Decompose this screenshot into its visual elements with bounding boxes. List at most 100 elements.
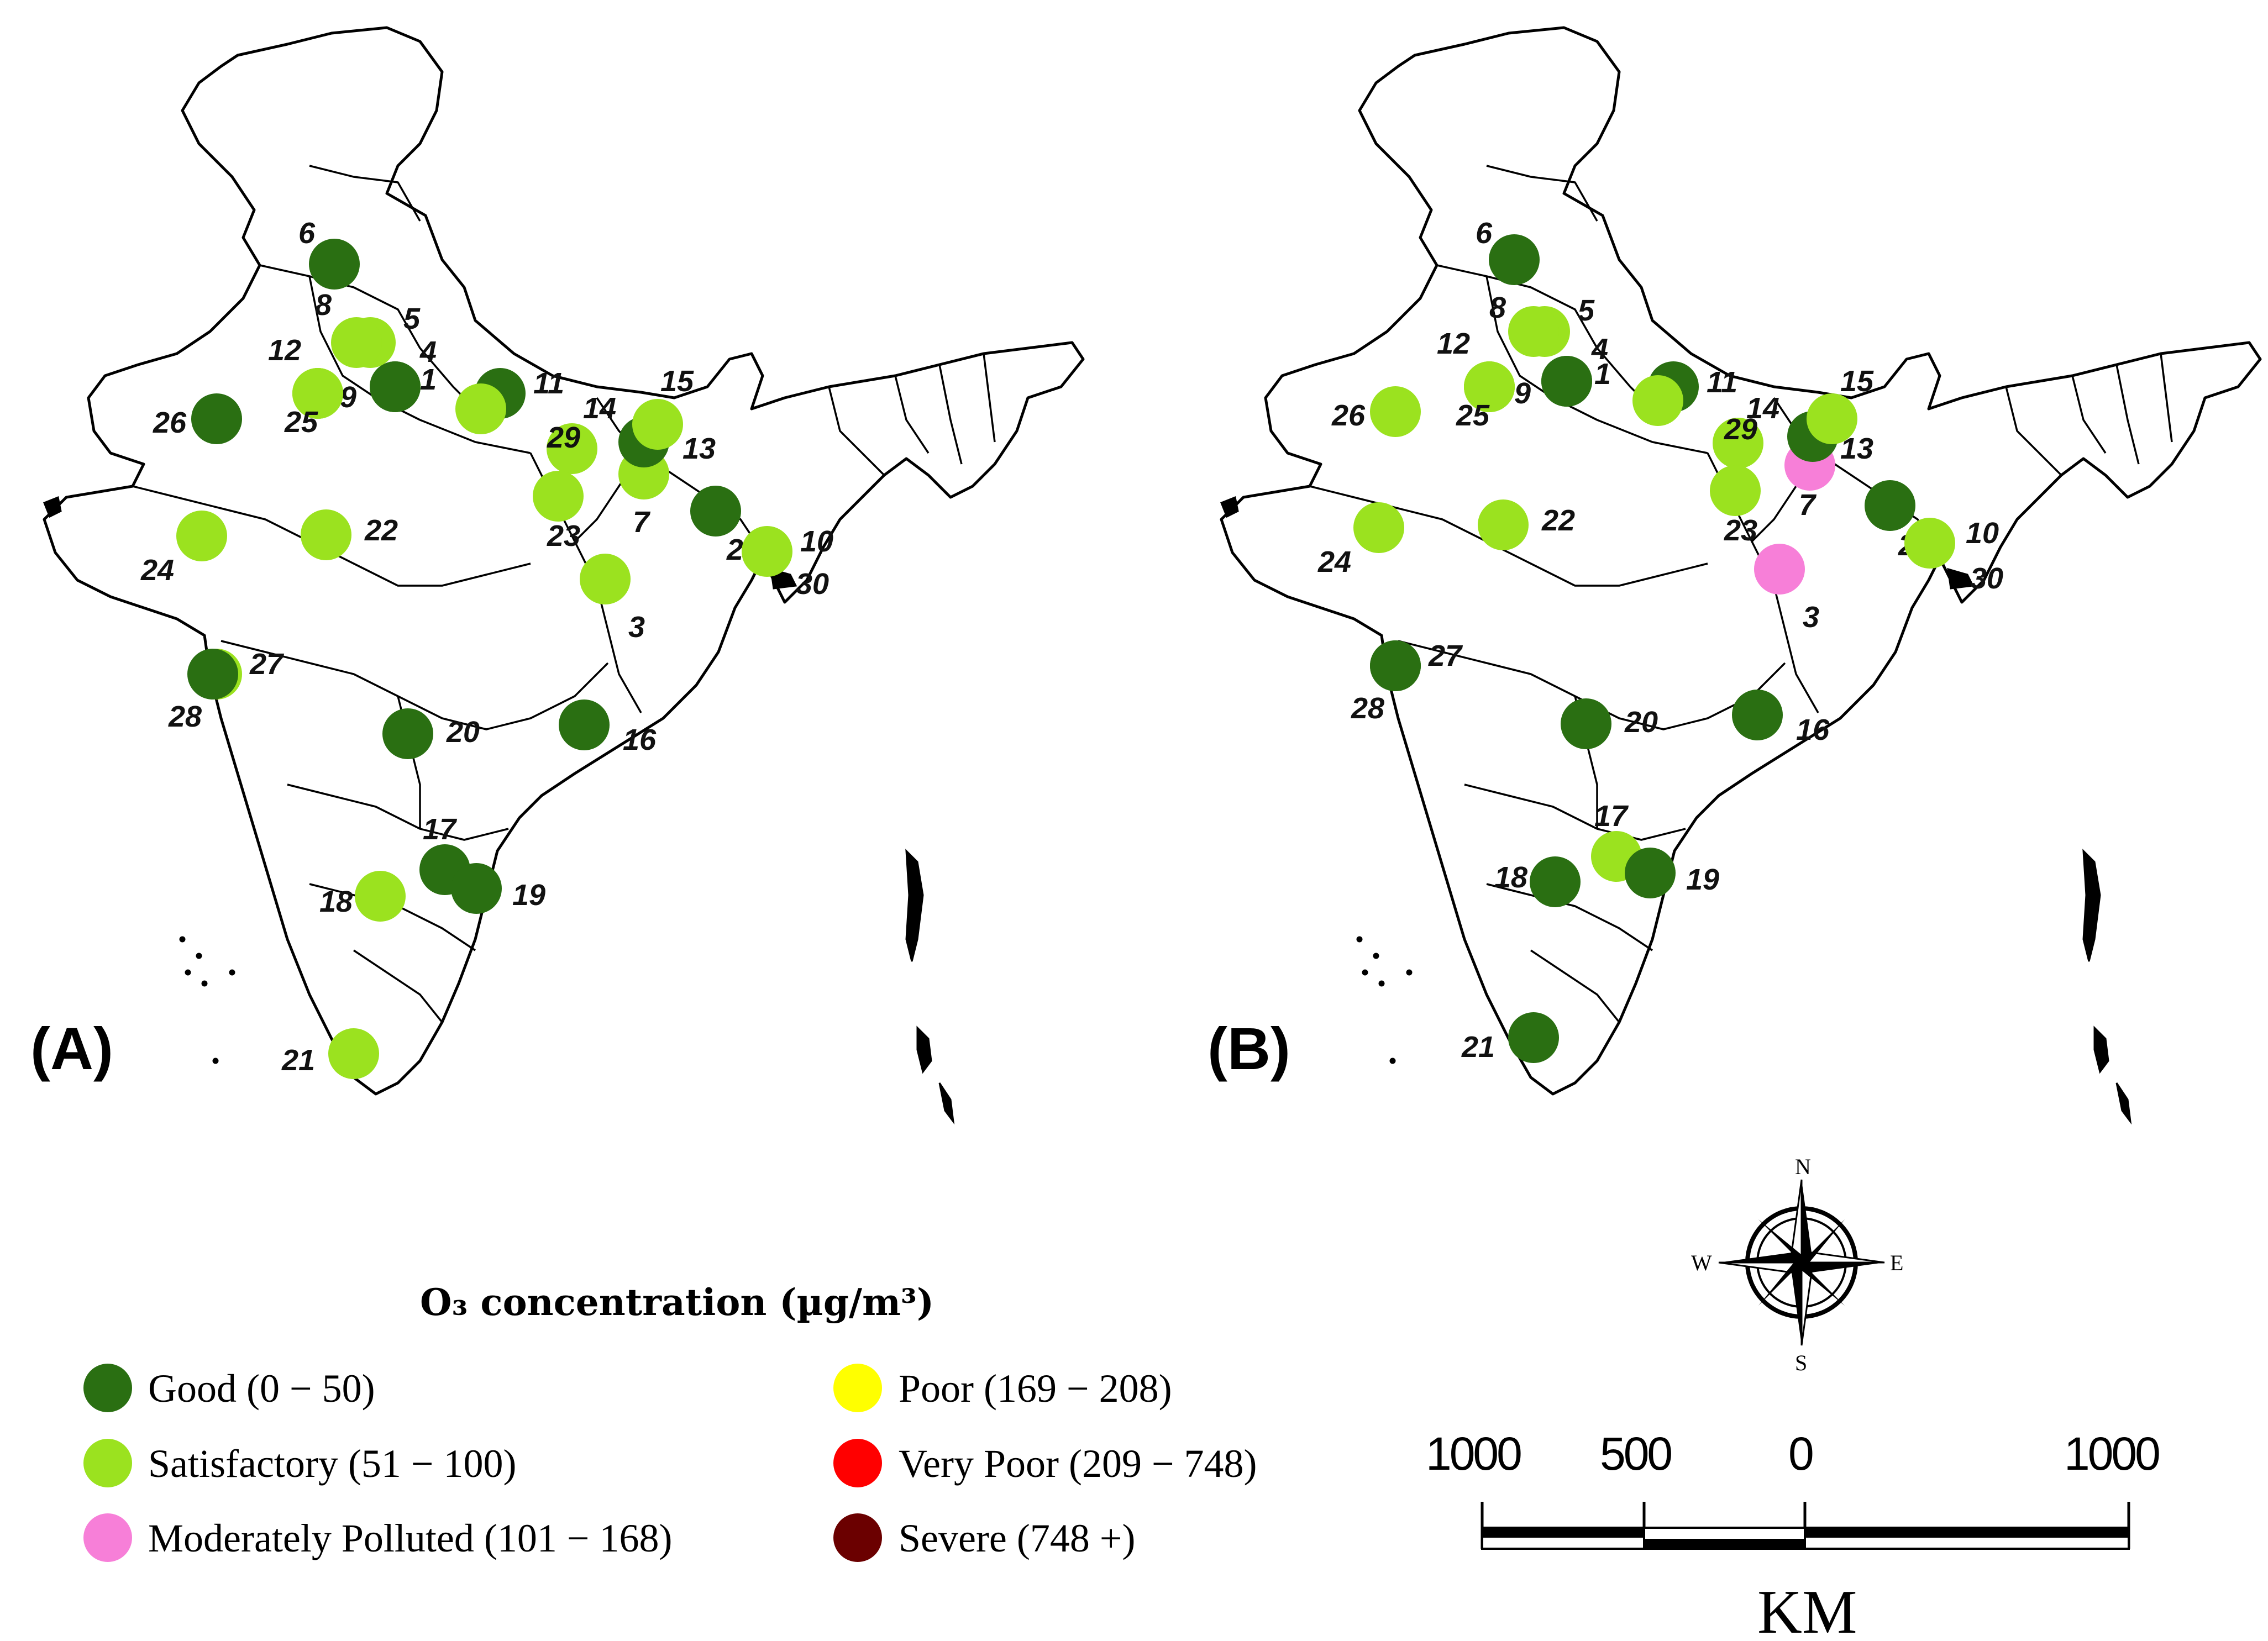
station-label-23-b: 23: [1724, 514, 1757, 547]
station-label-29-a: 29: [547, 421, 580, 454]
station-label-7-b: 7: [1799, 488, 1817, 522]
scale-bar: 1000 500 0 1000 KM: [1426, 1428, 2161, 1641]
station-marker-2-a: [690, 486, 741, 537]
legend-swatch-very-poor: [833, 1439, 882, 1487]
station-label-30-b: 30: [1970, 562, 2003, 595]
station-markers-b: 1234567891011121314151617181920212223242…: [1317, 217, 2003, 1064]
compass-s: S: [1795, 1350, 1807, 1375]
station-label-3-b: 3: [1803, 601, 1819, 634]
station-label-10-a: 10: [800, 525, 833, 558]
station-label-22-b: 22: [1541, 504, 1575, 537]
station-marker-14-a: [547, 423, 597, 474]
legend-swatch-poor: [833, 1364, 882, 1412]
station-marker-23-b: [1710, 465, 1761, 516]
station-label-15-a: 15: [660, 365, 694, 398]
station-label-8-b: 8: [1489, 291, 1506, 324]
station-label-25-b: 25: [1456, 399, 1490, 432]
legend-item-satisfactory: Satisfactory (51 − 100): [83, 1439, 516, 1487]
station-marker-22-b: [1478, 499, 1529, 550]
station-marker-29-a: [455, 383, 506, 434]
station-label-14-a: 14: [583, 392, 616, 425]
station-label-1-a: 1: [420, 363, 437, 396]
station-marker-23-a: [533, 471, 584, 522]
station-label-24-a: 24: [140, 554, 174, 587]
station-label-14-b: 14: [1746, 392, 1779, 425]
legend-label-very-poor: Very Poor (209 − 748): [899, 1442, 1257, 1486]
station-label-25-a: 25: [284, 406, 318, 439]
panel-label-b: (B): [1208, 1015, 1290, 1082]
station-label-11-a: 11: [533, 367, 564, 400]
compass-w: W: [1691, 1250, 1712, 1275]
legend-label-moderately-polluted: Moderately Polluted (101 − 168): [148, 1516, 672, 1560]
station-label-5-a: 5: [403, 302, 421, 335]
scale-label-1000-right: 1000: [2064, 1428, 2159, 1480]
station-marker-28-b: [1370, 640, 1421, 691]
station-marker-3-a: [580, 554, 631, 604]
station-marker-25-b: [1464, 361, 1515, 412]
legend-swatch-severe: [833, 1513, 882, 1562]
station-marker-22-a: [301, 509, 351, 560]
station-marker-26-a: [191, 393, 242, 444]
station-label-23-a: 23: [547, 519, 580, 553]
legend-label-satisfactory: Satisfactory (51 − 100): [148, 1442, 516, 1486]
legend-swatch-satisfactory: [83, 1439, 132, 1487]
station-marker-8-a: [331, 317, 382, 368]
station-label-16-a: 16: [623, 723, 657, 756]
station-label-20-b: 20: [1624, 706, 1658, 739]
station-marker-16-a: [559, 699, 610, 750]
station-marker-4-b: [1541, 356, 1592, 407]
scale-label-500: 500: [1600, 1428, 1671, 1480]
station-marker-4-a: [370, 361, 421, 412]
station-marker-14-b: [1713, 418, 1763, 469]
station-marker-21-b: [1508, 1012, 1559, 1063]
station-marker-18-a: [355, 871, 406, 922]
legend: O₃ concentration (µg/m³) Good (0 − 50) S…: [83, 1281, 1257, 1562]
station-label-24-b: 24: [1317, 545, 1351, 578]
station-label-5-b: 5: [1578, 294, 1595, 327]
station-label-21-a: 21: [281, 1044, 315, 1077]
station-marker-20-b: [1561, 698, 1611, 749]
legend-title: O₃ concentration (µg/m³): [420, 1281, 934, 1324]
station-label-22-a: 22: [364, 514, 398, 547]
station-marker-2-b: [1865, 480, 1915, 531]
station-marker-15-b: [1807, 393, 1857, 444]
station-label-3-a: 3: [628, 611, 645, 644]
station-label-6-b: 6: [1476, 217, 1493, 250]
legend-item-moderately-polluted: Moderately Polluted (101 − 168): [83, 1513, 672, 1562]
legend-label-good: Good (0 − 50): [148, 1366, 375, 1411]
station-marker-28-a: [187, 649, 238, 699]
station-label-28-a: 28: [168, 700, 202, 733]
station-label-16-b: 16: [1796, 713, 1830, 746]
station-marker-10-a: [742, 526, 792, 577]
station-marker-15-a: [632, 399, 683, 450]
station-label-18-a: 18: [319, 885, 353, 918]
station-label-4-b: 4: [1591, 333, 1608, 366]
legend-swatch-good: [83, 1364, 132, 1412]
station-label-7-a: 7: [633, 506, 651, 539]
station-marker-3-b: [1754, 544, 1805, 595]
compass-n: N: [1795, 1154, 1811, 1179]
station-label-26-b: 26: [1331, 399, 1366, 432]
station-marker-19-a: [451, 863, 502, 914]
legend-label-severe: Severe (748 +): [899, 1516, 1135, 1560]
scale-label-1000-left: 1000: [1426, 1428, 1521, 1480]
station-label-6-a: 6: [298, 217, 316, 250]
station-marker-16-b: [1732, 690, 1783, 740]
station-label-1-b: 1: [1594, 357, 1611, 391]
station-label-26-a: 26: [153, 406, 187, 439]
legend-item-very-poor: Very Poor (209 − 748): [833, 1439, 1257, 1487]
station-label-29-b: 29: [1724, 413, 1757, 446]
station-marker-10-b: [1904, 518, 1955, 569]
station-marker-8-b: [1508, 306, 1559, 357]
station-label-12-a: 12: [268, 334, 301, 367]
station-label-15-b: 15: [1840, 365, 1874, 398]
station-marker-19-b: [1625, 848, 1676, 898]
station-label-20-a: 20: [446, 716, 480, 749]
legend-item-good: Good (0 − 50): [83, 1364, 375, 1412]
map-panel-b: 1234567891011121314151617181920212223242…: [1208, 28, 2260, 1122]
legend-swatch-moderately-polluted: [83, 1513, 132, 1562]
station-label-12-b: 12: [1437, 327, 1470, 360]
station-marker-24-b: [1353, 502, 1404, 553]
